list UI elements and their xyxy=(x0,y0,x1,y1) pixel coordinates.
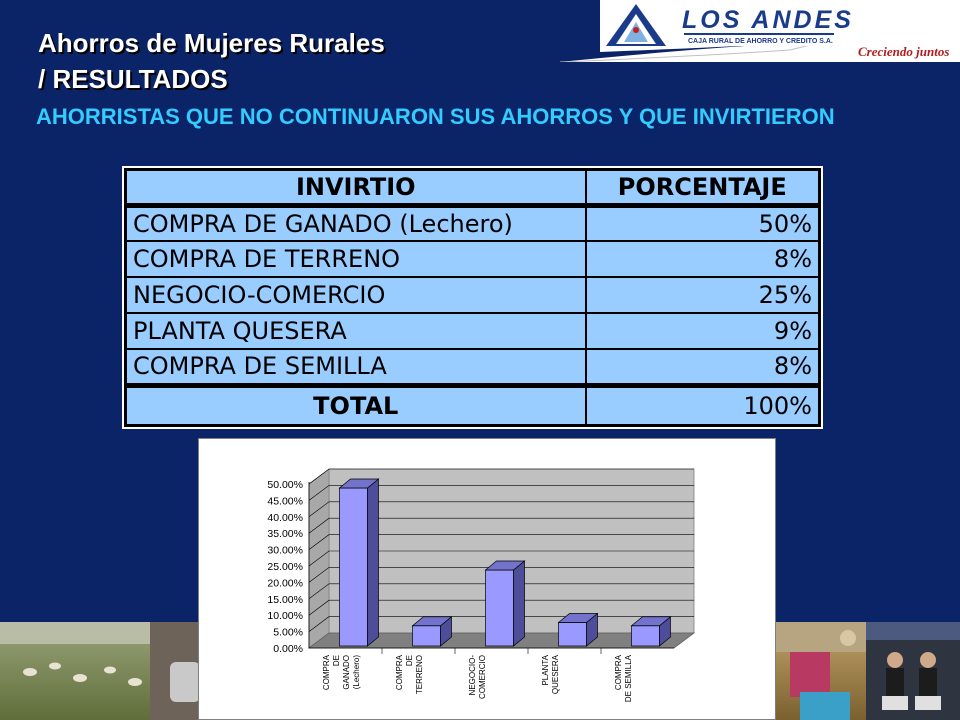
table-total-row: TOTAL 100% xyxy=(124,384,821,427)
y-tick-label: 35.00% xyxy=(267,528,303,540)
x-tick-label: NEGOCIO- xyxy=(468,655,477,696)
bar xyxy=(484,560,526,647)
y-tick-label: 40.00% xyxy=(267,512,303,524)
photo-strip xyxy=(0,622,960,720)
x-tick-label: COMERCIO xyxy=(478,655,487,699)
chart-gridline xyxy=(308,583,694,600)
mountain-logo-icon xyxy=(606,4,666,46)
table-total-value: 100% xyxy=(584,384,821,427)
chart-gridline xyxy=(308,599,694,616)
chart-gridline xyxy=(308,485,694,501)
bar-front xyxy=(631,625,660,647)
x-tick-label: DE xyxy=(332,655,341,666)
x-tick-label: COMPRA xyxy=(614,654,623,690)
table-row: PLANTA QUESERA 9% xyxy=(124,312,821,351)
x-tick-label: GANADO xyxy=(342,655,351,690)
y-tick-label: 50.00% xyxy=(267,479,303,491)
y-tick-label: 10.00% xyxy=(267,610,303,622)
table-cell-label: PLANTA QUESERA xyxy=(124,312,587,351)
table-row: COMPRA DE GANADO (Lechero) 50% xyxy=(124,204,821,243)
table-cell-label: NEGOCIO-COMERCIO xyxy=(124,276,587,315)
chart-gridline xyxy=(308,550,694,567)
page-subtitle: AHORRISTAS QUE NO CONTINUARON SUS AHORRO… xyxy=(36,104,835,129)
chart-gridline xyxy=(308,501,694,518)
table-row: COMPRA DE TERRENO 8% xyxy=(124,240,821,279)
x-tick-label: COMPRA xyxy=(395,654,404,690)
y-tick-label: 25.00% xyxy=(267,561,303,573)
logo-band-shape xyxy=(560,0,960,62)
chart-container: 0.00% 5.00% 10.00% 15.00% 20.00% 25.00% 30.00%… xyxy=(198,438,776,720)
logo-slogan: Creciendo juntos xyxy=(858,44,950,59)
chart-gridline xyxy=(308,567,694,583)
y-tick-label: 5.00% xyxy=(273,627,303,639)
table-cell-value: 9% xyxy=(584,312,821,351)
bar-chart: 0.00% 5.00% 10.00% 15.00% 20.00% 25.00% 30.00%… xyxy=(267,468,696,702)
table-cell-value: 8% xyxy=(584,240,821,279)
bar-top xyxy=(411,616,453,627)
page-title-results: / RESULTADOS xyxy=(38,64,228,94)
table-header-invirtio: INVIRTIO xyxy=(124,168,587,207)
y-tick-label: 30.00% xyxy=(267,545,303,557)
bar-front xyxy=(339,487,368,647)
bar xyxy=(411,616,453,647)
table-total-label: TOTAL xyxy=(124,384,587,427)
y-tick-label: 45.00% xyxy=(267,495,303,507)
bar-top xyxy=(484,560,526,571)
x-tick-label: (Lechero) xyxy=(352,655,361,690)
photo-strip-image xyxy=(0,622,960,720)
y-tick-label: 0.00% xyxy=(273,643,303,655)
bar-top xyxy=(557,613,599,623)
bar-side xyxy=(367,478,379,647)
bar-top xyxy=(630,616,672,627)
x-tick-label: COMPRA xyxy=(322,654,331,690)
table-header-row: INVIRTIO PORCENTAJE xyxy=(124,168,821,207)
x-tick-label: DE xyxy=(405,655,414,666)
table-row: NEGOCIO-COMERCIO 25% xyxy=(124,276,821,315)
logo-name: LOS ANDES xyxy=(682,6,854,34)
bar xyxy=(630,616,672,647)
table-cell-value: 50% xyxy=(584,204,821,243)
y-tick-label: 20.00% xyxy=(267,577,303,589)
table-cell-value: 8% xyxy=(584,348,821,387)
bar xyxy=(338,478,380,647)
page-title: Ahorros de Mujeres Rurales xyxy=(38,28,385,58)
bar xyxy=(557,612,599,647)
table-cell-label: COMPRA DE SEMILLA xyxy=(124,348,587,387)
x-tick-label: QUESERA xyxy=(551,654,560,694)
chart-gridline xyxy=(308,468,694,485)
table-cell-label: COMPRA DE TERRENO xyxy=(124,240,587,279)
chart-gridline xyxy=(308,534,694,550)
results-table: INVIRTIO PORCENTAJE COMPRA DE GANADO (Le… xyxy=(122,166,823,429)
table-row: COMPRA DE SEMILLA 8% xyxy=(124,348,821,387)
x-tick-label: PLANTA xyxy=(541,654,550,685)
bar-front xyxy=(485,569,514,647)
logo-tagline: CAJA RURAL DE AHORRO Y CREDITO S.A. xyxy=(688,38,833,45)
table-cell-label: COMPRA DE GANADO (Lechero) xyxy=(124,204,587,243)
bar-side xyxy=(513,560,525,647)
bar-top xyxy=(338,478,380,489)
bar-front xyxy=(412,625,441,647)
x-tick-label: TERRENO xyxy=(415,655,424,694)
y-tick-label: 15.00% xyxy=(267,594,303,606)
x-tick-label: DE SEMILLA xyxy=(624,654,633,702)
table-cell-value: 25% xyxy=(584,276,821,315)
chart-gridline xyxy=(308,517,694,534)
table-header-porcentaje: PORCENTAJE xyxy=(584,168,821,207)
logo-band: LOS ANDES CAJA RURAL DE AHORRO Y CREDITO… xyxy=(560,0,960,62)
bar-front xyxy=(558,622,587,647)
